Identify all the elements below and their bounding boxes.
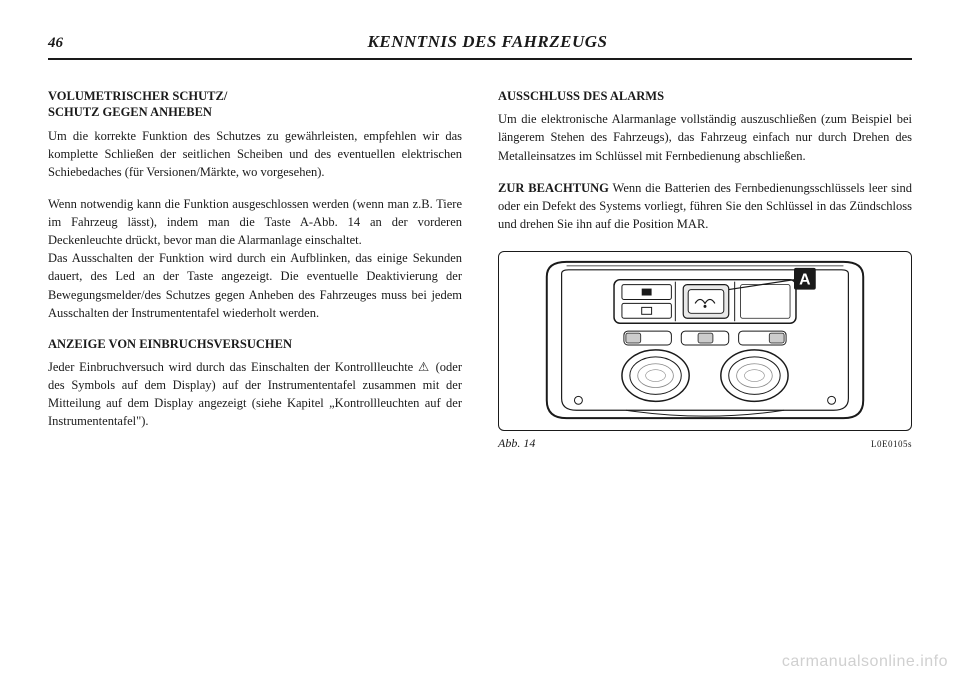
paragraph: Wenn notwendig kann die Funktion ausgesc… <box>48 195 462 249</box>
page-number: 46 <box>48 35 63 52</box>
figure-14: A Abb. 14 L0E0105s <box>498 251 912 452</box>
paragraph: ZUR BEACHTUNG Wenn die Batterien des Fer… <box>498 179 912 233</box>
watermark: carmanualsonline.info <box>782 653 948 671</box>
section-heading-volumetric: VOLUMETRISCHER SCHUTZ/ SCHUTZ GEGEN ANHE… <box>48 88 462 121</box>
figure-label: Abb. 14 <box>498 435 535 452</box>
heading-line-2: SCHUTZ GEGEN ANHEBEN <box>48 105 212 119</box>
paragraph: Um die korrekte Funktion des Schutzes zu… <box>48 127 462 181</box>
note-label: ZUR BEACHTUNG <box>498 181 609 195</box>
section-heading-exclusion: AUSSCHLUSS DES ALARMS <box>498 88 912 104</box>
chapter-title: KENNTNIS DES FAHRZEUGS <box>63 32 912 52</box>
warning-icon: ⚠ <box>418 360 431 374</box>
callout-a: A <box>799 272 810 289</box>
figure-caption: Abb. 14 L0E0105s <box>498 435 912 452</box>
page-header: 46 KENNTNIS DES FAHRZEUGS <box>48 32 912 60</box>
paragraph: Um die elektronische Alarmanlage vollstä… <box>498 110 912 164</box>
content-columns: VOLUMETRISCHER SCHUTZ/ SCHUTZ GEGEN ANHE… <box>48 88 912 452</box>
right-column: AUSSCHLUSS DES ALARMS Um die elektronisc… <box>498 88 912 452</box>
left-column: VOLUMETRISCHER SCHUTZ/ SCHUTZ GEGEN ANHE… <box>48 88 462 452</box>
heading-line-1: VOLUMETRISCHER SCHUTZ/ <box>48 89 227 103</box>
paragraph: Das Ausschalten der Funktion wird durch … <box>48 249 462 322</box>
section-heading-intrusion: ANZEIGE VON EINBRUCHSVERSUCHEN <box>48 336 462 352</box>
figure-code: L0E0105s <box>871 438 912 451</box>
paragraph-text: Jeder Einbruchversuch wird durch das Ein… <box>48 360 418 374</box>
overhead-console-svg: A <box>499 252 911 430</box>
figure-box: A <box>498 251 912 431</box>
paragraph: Jeder Einbruchversuch wird durch das Ein… <box>48 358 462 431</box>
